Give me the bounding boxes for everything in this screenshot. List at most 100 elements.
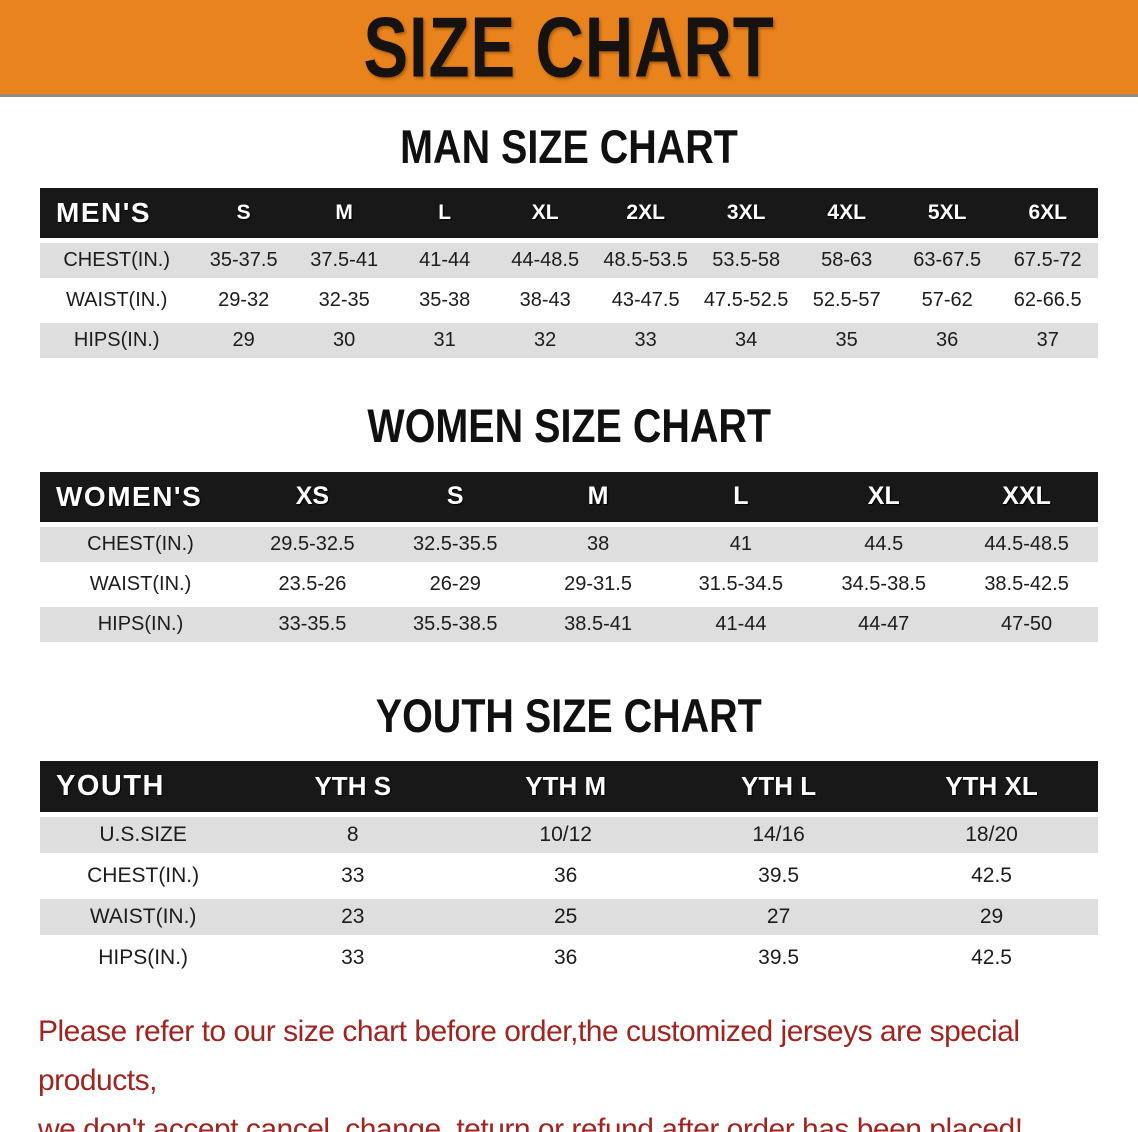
- size-column-header: 3XL: [695, 188, 797, 239]
- row-label-cell: HIPS(IN.): [40, 940, 247, 977]
- size-value-cell: 48.5-53.5: [595, 243, 696, 279]
- size-column-header: YTH L: [672, 761, 886, 813]
- table-row: CHEST(IN.) 33 36 39.5 42.5: [40, 858, 1098, 895]
- women-size-table-table: WOMEN'S XS S M L XL XXL CHEST(IN.) 29.5-32.5 32.5…: [40, 467, 1098, 647]
- table-group-label: WOMEN'S: [40, 471, 242, 522]
- order-disclaimer-line1: Please refer to our size chart before or…: [38, 1015, 1020, 1098]
- size-column-header: XS: [241, 471, 384, 522]
- size-value-cell: 29-31.5: [526, 566, 670, 602]
- size-column-header: S: [383, 471, 527, 522]
- table-row: HIPS(IN.) 29 30 31 32 33 34 35 36 37: [40, 323, 1098, 359]
- row-label-cell: HIPS(IN.): [40, 606, 242, 642]
- size-value-cell: 52.5-57: [796, 283, 897, 319]
- men-section-heading: MAN SIZE CHART: [0, 120, 1138, 173]
- size-value-cell: 58-63: [796, 243, 897, 279]
- women-section-heading: WOMEN SIZE CHART: [0, 399, 1138, 453]
- row-label-cell: U.S.SIZE: [40, 817, 247, 854]
- size-value-cell: 27: [672, 899, 886, 936]
- size-value-cell: 26-29: [383, 566, 527, 602]
- women-size-table-wrap: WOMEN'S XS S M L XL XXL CHEST(IN.) 29.5-32.5 32.5…: [40, 467, 1098, 647]
- size-value-cell: 39.5: [672, 940, 886, 977]
- men-size-table-table: MEN'S S M L XL 2XL 3XL 4XL 5XL 6XL CHEST(IN.) 35-37…: [40, 183, 1098, 363]
- row-label-cell: CHEST(IN.): [40, 526, 242, 562]
- size-table-header-row: MEN'S S M L XL 2XL 3XL 4XL 5XL 6XL: [40, 188, 1098, 239]
- size-column-header: 2XL: [595, 188, 696, 239]
- order-disclaimer-line2: we don't accept cancel, change, teturn o…: [38, 1113, 1023, 1132]
- size-value-cell: 41-44: [669, 606, 813, 642]
- size-value-cell: 10/12: [459, 817, 673, 854]
- size-column-header: YTH M: [459, 761, 673, 813]
- youth-section-heading-text: YOUTH SIZE CHART: [375, 688, 763, 742]
- size-value-cell: 42.5: [885, 940, 1098, 977]
- table-row: WAIST(IN.) 29-32 32-35 35-38 38-43 43-47.5 47.…: [40, 283, 1098, 319]
- men-section-heading-text: MAN SIZE CHART: [400, 120, 738, 173]
- size-value-cell: 44-47: [812, 606, 956, 642]
- size-column-header: 6XL: [997, 188, 1098, 239]
- size-value-cell: 37.5-41: [293, 243, 395, 279]
- size-value-cell: 36: [896, 323, 998, 359]
- row-label-cell: HIPS(IN.): [40, 323, 194, 359]
- size-value-cell: 47-50: [955, 606, 1098, 642]
- size-column-header: XL: [812, 471, 956, 522]
- size-value-cell: 30: [293, 323, 395, 359]
- women-section-heading-text: WOMEN SIZE CHART: [367, 399, 771, 453]
- size-value-cell: 33: [246, 858, 460, 895]
- size-value-cell: 38-43: [494, 283, 596, 319]
- size-column-header: S: [193, 188, 294, 239]
- table-group-label: YOUTH: [40, 761, 247, 813]
- table-row: CHEST(IN.) 29.5-32.5 32.5-35.5 38 41 44.5 44.5…: [40, 526, 1098, 562]
- size-value-cell: 32.5-35.5: [383, 526, 527, 562]
- size-value-cell: 47.5-52.5: [695, 283, 797, 319]
- size-value-cell: 44.5-48.5: [955, 526, 1098, 562]
- size-value-cell: 35-38: [394, 283, 495, 319]
- size-column-header: 5XL: [896, 188, 998, 239]
- size-value-cell: 38.5-42.5: [955, 566, 1098, 602]
- size-value-cell: 23.5-26: [241, 566, 384, 602]
- row-label-cell: WAIST(IN.): [40, 283, 194, 319]
- men-size-table-wrap: MEN'S S M L XL 2XL 3XL 4XL 5XL 6XL CHEST(IN.) 35-37…: [40, 183, 1098, 363]
- size-column-header: M: [526, 471, 670, 522]
- size-value-cell: 36: [459, 940, 673, 977]
- size-table-header-row: YOUTH YTH S YTH M YTH L YTH XL: [40, 761, 1098, 813]
- size-column-header: M: [293, 188, 395, 239]
- size-value-cell: 62-66.5: [997, 283, 1098, 319]
- size-value-cell: 35.5-38.5: [383, 606, 527, 642]
- size-value-cell: 41-44: [394, 243, 495, 279]
- size-value-cell: 36: [459, 858, 673, 895]
- table-row: CHEST(IN.) 35-37.5 37.5-41 41-44 44-48.5 48.5…: [40, 243, 1098, 279]
- table-row: WAIST(IN.) 23 25 27 29: [40, 899, 1098, 936]
- size-value-cell: 39.5: [672, 858, 886, 895]
- size-value-cell: 18/20: [885, 817, 1098, 854]
- size-value-cell: 57-62: [896, 283, 998, 319]
- size-value-cell: 23: [246, 899, 460, 936]
- youth-size-table-table: YOUTH YTH S YTH M YTH L YTH XL U.S.SIZE 8 10/12…: [40, 756, 1098, 981]
- size-value-cell: 44.5: [812, 526, 956, 562]
- size-chart-banner: SIZE CHART: [0, 0, 1138, 97]
- youth-size-table: YOUTH YTH S YTH M YTH L YTH XL U.S.SIZE 8 10/12…: [40, 756, 1098, 981]
- table-group-label: MEN'S: [40, 188, 194, 239]
- size-value-cell: 29-32: [193, 283, 294, 319]
- size-value-cell: 35-37.5: [193, 243, 294, 279]
- table-row: HIPS(IN.) 33 36 39.5 42.5: [40, 940, 1098, 977]
- size-value-cell: 34: [695, 323, 797, 359]
- table-row: HIPS(IN.) 33-35.5 35.5-38.5 38.5-41 41-44 44-…: [40, 606, 1098, 642]
- size-value-cell: 31.5-34.5: [669, 566, 813, 602]
- size-value-cell: 43-47.5: [595, 283, 696, 319]
- size-column-header: L: [394, 188, 495, 239]
- banner-title: SIZE CHART: [363, 0, 775, 95]
- youth-section-heading: YOUTH SIZE CHART: [0, 688, 1138, 742]
- size-column-header: XL: [494, 188, 596, 239]
- women-size-table: WOMEN'S XS S M L XL XXL CHEST(IN.) 29.5-32.5 32.5…: [40, 467, 1098, 647]
- size-value-cell: 41: [669, 526, 813, 562]
- size-value-cell: 37: [997, 323, 1098, 359]
- size-column-header: XXL: [955, 471, 1098, 522]
- size-column-header: L: [669, 471, 813, 522]
- size-value-cell: 25: [459, 899, 673, 936]
- table-row: WAIST(IN.) 23.5-26 26-29 29-31.5 31.5-34.5 34…: [40, 566, 1098, 602]
- order-disclaimer: Please refer to our size chart before or…: [38, 1007, 1100, 1132]
- size-value-cell: 29.5-32.5: [241, 526, 384, 562]
- youth-size-table-wrap: YOUTH YTH S YTH M YTH L YTH XL U.S.SIZE 8 10/12…: [40, 756, 1098, 981]
- table-row: U.S.SIZE 8 10/12 14/16 18/20: [40, 817, 1098, 854]
- size-value-cell: 32: [494, 323, 596, 359]
- size-value-cell: 38: [526, 526, 670, 562]
